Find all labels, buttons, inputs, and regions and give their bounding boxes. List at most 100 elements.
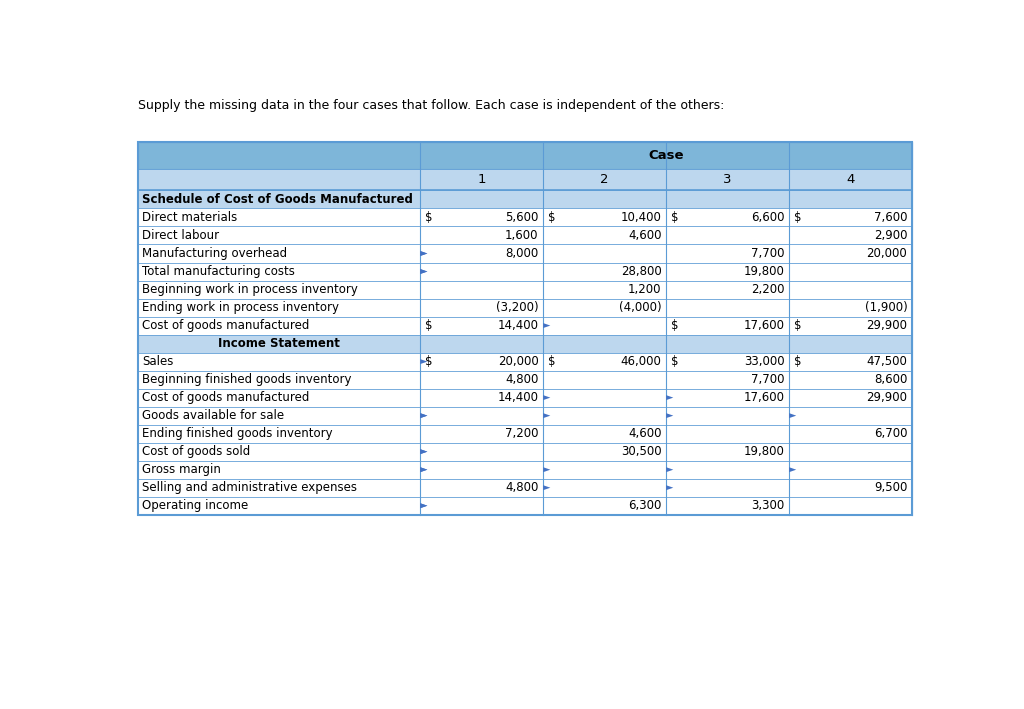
Bar	[543, 298, 667, 316]
Bar	[667, 479, 790, 497]
Bar	[543, 425, 667, 442]
Text: $: $	[671, 319, 679, 332]
Bar	[790, 407, 912, 425]
Polygon shape	[667, 413, 674, 418]
Bar	[790, 442, 912, 461]
Bar	[667, 352, 790, 371]
Text: 7,700: 7,700	[751, 373, 784, 386]
Bar	[543, 461, 667, 479]
Bar	[543, 479, 667, 497]
Polygon shape	[790, 467, 797, 472]
Bar	[667, 371, 790, 389]
Bar	[137, 497, 420, 515]
Bar	[420, 191, 543, 208]
Text: Operating income: Operating income	[142, 499, 249, 512]
Bar	[667, 425, 790, 442]
Bar	[667, 298, 790, 316]
Polygon shape	[420, 269, 427, 274]
Bar	[420, 208, 543, 226]
Bar	[420, 425, 543, 442]
Bar	[790, 191, 912, 208]
Text: $: $	[548, 355, 555, 368]
Text: 6,700: 6,700	[873, 427, 907, 440]
Text: 14,400: 14,400	[498, 319, 539, 332]
Text: Case: Case	[648, 149, 684, 162]
Text: $: $	[794, 211, 802, 224]
Text: Goods available for sale: Goods available for sale	[142, 409, 285, 422]
Bar	[137, 226, 420, 245]
Bar	[137, 371, 420, 389]
Polygon shape	[420, 251, 427, 256]
Bar	[790, 479, 912, 497]
Bar	[420, 389, 543, 407]
Text: 14,400: 14,400	[498, 391, 539, 404]
Text: 7,200: 7,200	[505, 427, 539, 440]
Text: 4,800: 4,800	[505, 373, 539, 386]
Bar	[543, 281, 667, 298]
Bar	[543, 407, 667, 425]
Bar	[137, 143, 912, 169]
Text: (1,900): (1,900)	[864, 301, 907, 314]
Bar	[137, 143, 912, 191]
Bar	[790, 497, 912, 515]
Text: 3,300: 3,300	[752, 499, 784, 512]
Bar	[790, 245, 912, 262]
Bar	[667, 281, 790, 298]
Bar	[137, 425, 420, 442]
Text: Cost of goods manufactured: Cost of goods manufactured	[142, 319, 309, 332]
Text: 30,500: 30,500	[621, 445, 662, 458]
Polygon shape	[790, 413, 797, 418]
Bar	[137, 298, 420, 316]
Bar	[667, 497, 790, 515]
Bar	[137, 407, 420, 425]
Bar	[790, 226, 912, 245]
Bar	[420, 479, 543, 497]
Bar	[543, 371, 667, 389]
Text: 46,000: 46,000	[621, 355, 662, 368]
Text: (3,200): (3,200)	[496, 301, 539, 314]
Bar	[543, 352, 667, 371]
Polygon shape	[420, 413, 427, 418]
Bar	[667, 461, 790, 479]
Polygon shape	[420, 359, 427, 364]
Text: 5,600: 5,600	[505, 211, 539, 224]
Bar	[543, 497, 667, 515]
Polygon shape	[420, 251, 427, 256]
Bar	[543, 208, 667, 226]
Text: 4,800: 4,800	[505, 481, 539, 494]
Bar	[667, 442, 790, 461]
Text: 20,000: 20,000	[498, 355, 539, 368]
Bar	[420, 497, 543, 515]
Bar	[667, 335, 790, 352]
Bar	[420, 461, 543, 479]
Text: 6,600: 6,600	[751, 211, 784, 224]
Bar	[667, 245, 790, 262]
Text: Supply the missing data in the four cases that follow. Each case is independent : Supply the missing data in the four case…	[137, 99, 724, 112]
Bar	[420, 298, 543, 316]
Bar	[543, 262, 667, 281]
Bar	[667, 169, 790, 191]
Bar	[420, 371, 543, 389]
Bar	[790, 281, 912, 298]
Bar	[420, 335, 543, 352]
Text: $: $	[425, 355, 432, 368]
Bar	[420, 226, 543, 245]
Bar	[137, 479, 420, 497]
Bar	[543, 316, 667, 335]
Text: 28,800: 28,800	[621, 265, 662, 278]
Bar	[420, 262, 543, 281]
Text: 9,500: 9,500	[873, 481, 907, 494]
Text: $: $	[671, 355, 679, 368]
Text: 7,700: 7,700	[751, 247, 784, 260]
Bar	[667, 407, 790, 425]
Text: $: $	[671, 211, 679, 224]
Text: 19,800: 19,800	[743, 265, 784, 278]
Bar	[137, 208, 420, 226]
Text: 20,000: 20,000	[866, 247, 907, 260]
Bar	[420, 442, 543, 461]
Bar	[790, 389, 912, 407]
Bar	[137, 262, 420, 281]
Text: 3: 3	[723, 173, 732, 186]
Polygon shape	[543, 395, 550, 400]
Polygon shape	[543, 467, 550, 472]
